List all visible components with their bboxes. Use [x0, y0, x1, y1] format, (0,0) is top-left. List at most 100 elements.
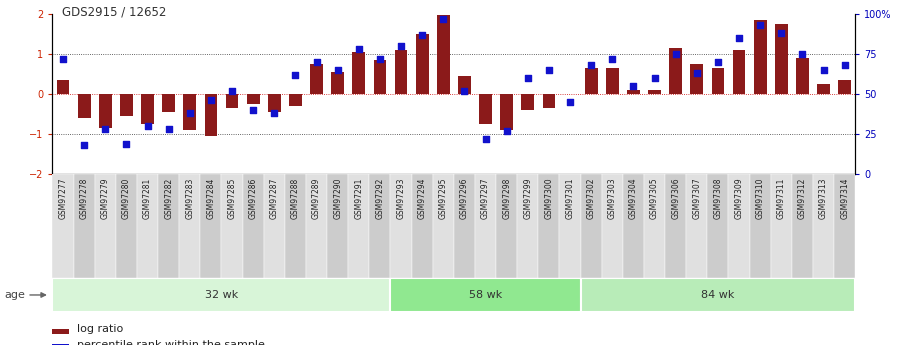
Bar	[285, 174, 306, 278]
Text: GSM97301: GSM97301	[566, 177, 575, 219]
Bar	[817, 84, 830, 94]
Bar	[99, 94, 111, 128]
Bar	[205, 94, 217, 136]
Point	[267, 110, 281, 116]
Bar	[433, 174, 453, 278]
Text: GSM97289: GSM97289	[312, 177, 321, 219]
Text: GSM97279: GSM97279	[100, 177, 110, 219]
Bar	[518, 174, 538, 278]
Point	[119, 141, 134, 147]
Text: GDS2915 / 12652: GDS2915 / 12652	[62, 5, 166, 18]
Text: percentile rank within the sample: percentile rank within the sample	[77, 340, 265, 345]
Point	[753, 22, 767, 28]
Bar	[222, 174, 243, 278]
Point	[626, 83, 641, 89]
Point	[795, 51, 810, 57]
Bar	[521, 94, 534, 110]
Bar	[813, 174, 834, 278]
Bar	[184, 94, 196, 130]
Bar	[310, 64, 323, 94]
Bar	[73, 174, 95, 278]
Bar	[78, 94, 91, 118]
Point	[732, 35, 747, 41]
Bar	[686, 174, 708, 278]
Bar	[500, 94, 513, 130]
Text: log ratio: log ratio	[77, 324, 123, 334]
Bar	[200, 174, 222, 278]
Bar	[243, 174, 263, 278]
Point	[816, 67, 831, 73]
Point	[246, 107, 261, 113]
Text: 84 wk: 84 wk	[701, 290, 735, 300]
Bar	[606, 68, 619, 94]
Bar	[247, 94, 260, 104]
Bar	[352, 52, 365, 94]
Point	[710, 59, 725, 65]
Text: GSM97298: GSM97298	[502, 177, 511, 219]
Text: GSM97300: GSM97300	[545, 177, 554, 219]
Text: GSM97281: GSM97281	[143, 177, 152, 219]
Text: GSM97305: GSM97305	[650, 177, 659, 219]
Text: 58 wk: 58 wk	[469, 290, 502, 300]
Bar	[543, 94, 556, 108]
Point	[479, 136, 493, 142]
Point	[204, 98, 218, 103]
Text: GSM97299: GSM97299	[523, 177, 532, 219]
Text: GSM97311: GSM97311	[776, 177, 786, 219]
Point	[161, 127, 176, 132]
Bar	[395, 50, 407, 94]
Point	[183, 110, 197, 116]
Point	[373, 56, 387, 61]
Bar	[729, 174, 749, 278]
Text: age: age	[5, 290, 25, 300]
Point	[690, 70, 704, 76]
Text: GSM97308: GSM97308	[713, 177, 722, 219]
Text: GSM97294: GSM97294	[418, 177, 426, 219]
Text: GSM97288: GSM97288	[291, 177, 300, 219]
Text: GSM97290: GSM97290	[333, 177, 342, 219]
Point	[457, 88, 472, 93]
Point	[414, 32, 429, 37]
Point	[98, 127, 112, 132]
Text: GSM97297: GSM97297	[481, 177, 490, 219]
Bar	[141, 94, 154, 124]
Bar	[137, 174, 158, 278]
Bar	[225, 94, 238, 108]
Bar	[412, 174, 433, 278]
Point	[351, 46, 366, 52]
Bar	[559, 174, 581, 278]
Text: 32 wk: 32 wk	[205, 290, 238, 300]
Point	[584, 62, 598, 68]
Bar	[331, 72, 344, 94]
Bar	[708, 174, 729, 278]
Text: GSM97296: GSM97296	[460, 177, 469, 219]
Point	[436, 16, 451, 21]
Point	[563, 99, 577, 105]
Bar	[52, 278, 390, 312]
Bar	[538, 174, 559, 278]
Point	[56, 56, 71, 61]
Point	[669, 51, 683, 57]
Text: GSM97282: GSM97282	[164, 177, 173, 219]
Bar	[834, 174, 855, 278]
Bar	[644, 174, 665, 278]
Bar	[480, 94, 492, 124]
Point	[605, 56, 620, 61]
Bar	[838, 80, 851, 94]
Point	[310, 59, 324, 65]
Bar	[496, 174, 518, 278]
Point	[224, 88, 239, 93]
Bar	[475, 174, 496, 278]
Point	[774, 30, 788, 36]
Bar	[116, 174, 137, 278]
Text: GSM97291: GSM97291	[354, 177, 363, 219]
Bar	[374, 60, 386, 94]
Bar	[754, 20, 767, 94]
Text: GSM97295: GSM97295	[439, 177, 448, 219]
Bar	[711, 68, 724, 94]
Bar	[52, 329, 69, 335]
Bar	[348, 174, 369, 278]
Text: GSM97313: GSM97313	[819, 177, 828, 219]
Bar	[623, 174, 644, 278]
Bar	[268, 94, 281, 112]
